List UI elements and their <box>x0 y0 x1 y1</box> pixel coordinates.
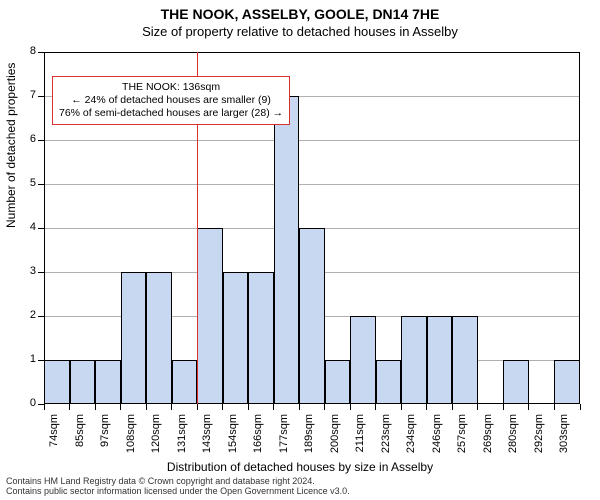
x-tick <box>324 404 325 410</box>
annotation-box: THE NOOK: 136sqm← 24% of detached houses… <box>52 76 290 125</box>
x-tick <box>44 404 45 410</box>
x-tick <box>120 404 121 410</box>
plot-area: 01234567874sqm85sqm97sqm108sqm120sqm131s… <box>44 52 580 404</box>
annotation-line: 76% of semi-detached houses are larger (… <box>59 107 283 120</box>
x-tick <box>273 404 274 410</box>
x-tick <box>146 404 147 410</box>
x-tick <box>248 404 249 410</box>
x-tick <box>580 404 581 410</box>
x-tick <box>222 404 223 410</box>
y-tick-label: 2 <box>16 309 36 321</box>
axis-line-left <box>44 52 45 404</box>
histogram-bar <box>452 316 478 404</box>
x-tick <box>95 404 96 410</box>
axis-line-right <box>579 52 580 404</box>
histogram-bar <box>95 360 121 404</box>
x-tick <box>401 404 402 410</box>
x-tick <box>426 404 427 410</box>
histogram-bar <box>427 316 453 404</box>
annotation-line: THE NOOK: 136sqm <box>59 81 283 94</box>
x-tick <box>477 404 478 410</box>
footer-attribution: Contains HM Land Registry data © Crown c… <box>6 477 350 497</box>
histogram-bar <box>350 316 376 404</box>
x-tick <box>554 404 555 410</box>
y-tick-label: 4 <box>16 221 36 233</box>
annotation-line: ← 24% of detached houses are smaller (9) <box>59 94 283 107</box>
y-tick-label: 7 <box>16 89 36 101</box>
histogram-bar <box>274 96 300 404</box>
x-axis-label: Distribution of detached houses by size … <box>0 460 600 474</box>
y-tick-label: 8 <box>16 45 36 57</box>
x-tick <box>171 404 172 410</box>
histogram-bar <box>248 272 274 404</box>
y-tick-label: 3 <box>16 265 36 277</box>
y-tick-label: 6 <box>16 133 36 145</box>
y-axis-label: Number of detached properties <box>4 63 18 228</box>
y-tick-label: 1 <box>16 353 36 365</box>
histogram-bar <box>503 360 529 404</box>
x-tick <box>503 404 504 410</box>
x-tick <box>197 404 198 410</box>
histogram-bar <box>172 360 198 404</box>
x-tick <box>528 404 529 410</box>
histogram-bar <box>197 228 223 404</box>
footer-line: Contains public sector information licen… <box>6 487 350 497</box>
x-tick <box>452 404 453 410</box>
axis-line-top <box>44 52 580 53</box>
histogram-bar <box>223 272 249 404</box>
histogram-bar <box>325 360 351 404</box>
grid-line <box>44 184 580 185</box>
histogram-bar <box>70 360 96 404</box>
x-tick <box>375 404 376 410</box>
x-tick <box>350 404 351 410</box>
x-tick <box>69 404 70 410</box>
histogram-bar <box>299 228 325 404</box>
histogram-bar <box>554 360 580 404</box>
histogram-bar <box>401 316 427 404</box>
histogram-bar <box>376 360 402 404</box>
x-tick <box>299 404 300 410</box>
grid-line <box>44 140 580 141</box>
y-tick-label: 5 <box>16 177 36 189</box>
histogram-bar <box>146 272 172 404</box>
chart-wrapper: THE NOOK, ASSELBY, GOOLE, DN14 7HE Size … <box>0 0 600 500</box>
chart-subtitle: Size of property relative to detached ho… <box>0 24 600 39</box>
histogram-bar <box>44 360 70 404</box>
chart-title: THE NOOK, ASSELBY, GOOLE, DN14 7HE <box>0 6 600 22</box>
histogram-bar <box>121 272 147 404</box>
y-tick-label: 0 <box>16 397 36 409</box>
axis-line-bottom <box>44 403 580 404</box>
